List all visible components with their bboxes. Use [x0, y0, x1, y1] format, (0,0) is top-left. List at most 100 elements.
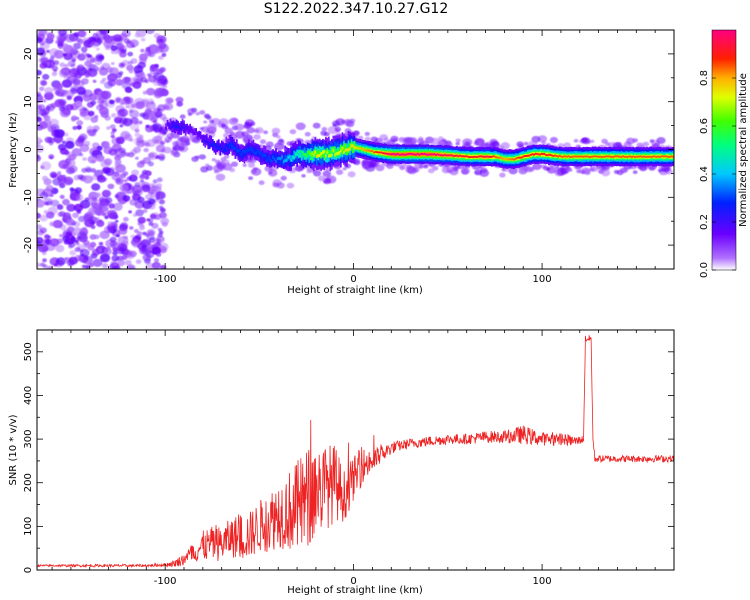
- heatmap-noise-cell: [72, 125, 78, 130]
- heatmap-ridge-cell: [175, 125, 178, 129]
- heatmap-ridge-cell: [266, 158, 268, 162]
- heatmap-noise-cell: [156, 191, 166, 200]
- heatmap-ridge-cell: [635, 155, 638, 158]
- heatmap-noise-cell: [74, 247, 81, 252]
- heatmap-ridge-cell: [392, 153, 395, 155]
- heatmap-ridge-cell: [270, 154, 273, 162]
- heatmap-ridge-cell: [427, 153, 430, 156]
- heatmap-noise-cell: [153, 72, 159, 77]
- heatmap-halo-cell: [642, 141, 650, 147]
- heatmap-noise-cell: [39, 62, 48, 69]
- heatmap-y-tick-label: 10: [23, 95, 34, 108]
- heatmap-ridge-cell: [407, 153, 410, 155]
- heatmap-noise-cell: [77, 135, 86, 142]
- heatmap-ridge-cell: [198, 132, 200, 136]
- heatmap-ridge-cell: [276, 153, 279, 160]
- heatmap-ridge-cell: [288, 155, 291, 159]
- heatmap-ridge-cell: [596, 155, 599, 158]
- heatmap-ridge-cell: [548, 153, 550, 156]
- heatmap-halo-cell: [365, 161, 371, 166]
- heatmap-ridge-cell: [220, 143, 223, 151]
- heatmap-noise-cell: [89, 147, 100, 156]
- heatmap-noise-cell: [140, 223, 145, 228]
- heatmap-ridge-cell: [558, 155, 561, 157]
- heatmap-noise-cell: [37, 155, 40, 160]
- heatmap-ridge-cell: [567, 155, 570, 158]
- heatmap-noise-cell: [146, 139, 156, 147]
- heatmap-halo-cell: [289, 129, 297, 135]
- heatmap-ridge-cell: [346, 148, 348, 156]
- heatmap-ridge-cell: [165, 123, 167, 131]
- heatmap-noise-cell: [38, 86, 45, 92]
- heatmap-noise-cell: [73, 42, 82, 50]
- heatmap-ridge-cell: [655, 156, 657, 158]
- heatmap-halo-cell: [179, 114, 186, 119]
- heatmap-ridge-cell: [309, 153, 312, 161]
- heatmap-ridge-cell: [527, 154, 529, 157]
- heatmap-noise-cell: [52, 219, 63, 229]
- heatmap-ridge-cell: [646, 155, 648, 158]
- heatmap-noise-cell: [37, 242, 48, 250]
- heatmap-noise-cell: [122, 249, 133, 258]
- snr-panel: -100 0 100 0 100 200 300 400 500 Height of stra…: [8, 329, 675, 596]
- heatmap-halo-cell: [247, 162, 256, 168]
- snr-y-tick-label: 500: [23, 342, 34, 361]
- heatmap-ridge-cell: [465, 155, 467, 158]
- heatmap-noise-cell: [96, 47, 100, 51]
- heatmap-ridge-cell: [344, 148, 347, 152]
- heatmap-noise-cell: [146, 171, 152, 176]
- heatmap-ridge-cell: [196, 131, 199, 135]
- heatmap-ridge-cell: [528, 154, 531, 157]
- heatmap-halo-cell: [322, 170, 332, 178]
- heatmap-noise-cell: [37, 197, 41, 201]
- heatmap-ridge-cell: [403, 153, 406, 156]
- heatmap-ridge-cell: [616, 155, 618, 158]
- heatmap-halo-cell: [455, 165, 461, 169]
- heatmap-noise-cell: [158, 43, 170, 53]
- heatmap-noise-cell: [84, 242, 91, 248]
- heatmap-ridge-cell: [537, 153, 540, 156]
- heatmap-ridge-cell: [166, 121, 169, 125]
- heatmap-noise-cell: [150, 185, 158, 192]
- heatmap-noise-cell: [87, 110, 95, 117]
- heatmap-noise-cell: [49, 155, 54, 159]
- heatmap-noise-cell: [105, 45, 111, 51]
- heatmap-halo-cell: [259, 139, 267, 145]
- heatmap-ridge-cell: [525, 155, 528, 157]
- heatmap-halo-cell: [229, 167, 236, 173]
- heatmap-halo-cell: [235, 123, 245, 131]
- heatmap-halo-cell: [231, 161, 238, 167]
- heatmap-halo-cell: [224, 127, 233, 135]
- heatmap-ridge-cell: [410, 153, 413, 155]
- heatmap-ridge-cell: [346, 148, 348, 152]
- heatmap-ridge-cell: [516, 157, 519, 159]
- heatmap-ridge-cell: [620, 156, 623, 158]
- heatmap-noise-cell: [103, 247, 112, 255]
- heatmap-noise-cell: [65, 231, 73, 237]
- heatmap-ridge-cell: [225, 145, 228, 152]
- heatmap-noise-cell: [106, 126, 111, 130]
- heatmap-noise-cell: [145, 112, 155, 121]
- heatmap-ridge-cell: [459, 154, 461, 157]
- heatmap-halo-cell: [523, 141, 529, 146]
- heatmap-noise-cell: [73, 79, 85, 89]
- heatmap-noise-cell: [142, 209, 148, 213]
- heatmap-noise-cell: [130, 234, 136, 239]
- heatmap-noise-cell: [43, 198, 53, 206]
- heatmap-noise-cell: [128, 266, 134, 269]
- heatmap-halo-cell: [364, 136, 371, 142]
- heatmap-noise-cell: [138, 120, 143, 125]
- heatmap-noise-cell: [87, 129, 96, 137]
- heatmap-noise-cell: [131, 169, 140, 176]
- heatmap-noise-cell: [85, 53, 91, 58]
- heatmap-ridge-cell: [361, 147, 363, 150]
- heatmap-noise-cell: [82, 175, 93, 184]
- heatmap-noise-cell: [119, 222, 129, 230]
- heatmap-halo-cell: [626, 137, 635, 145]
- heatmap-ridge-cell: [300, 153, 303, 161]
- heatmap-ridge-cell: [284, 159, 286, 163]
- heatmap-noise-cell: [160, 264, 167, 269]
- heatmap-noise-cell: [111, 113, 117, 118]
- heatmap-ridge-cell: [643, 155, 645, 158]
- heatmap-x-ticks: -100 0 100: [51, 30, 675, 285]
